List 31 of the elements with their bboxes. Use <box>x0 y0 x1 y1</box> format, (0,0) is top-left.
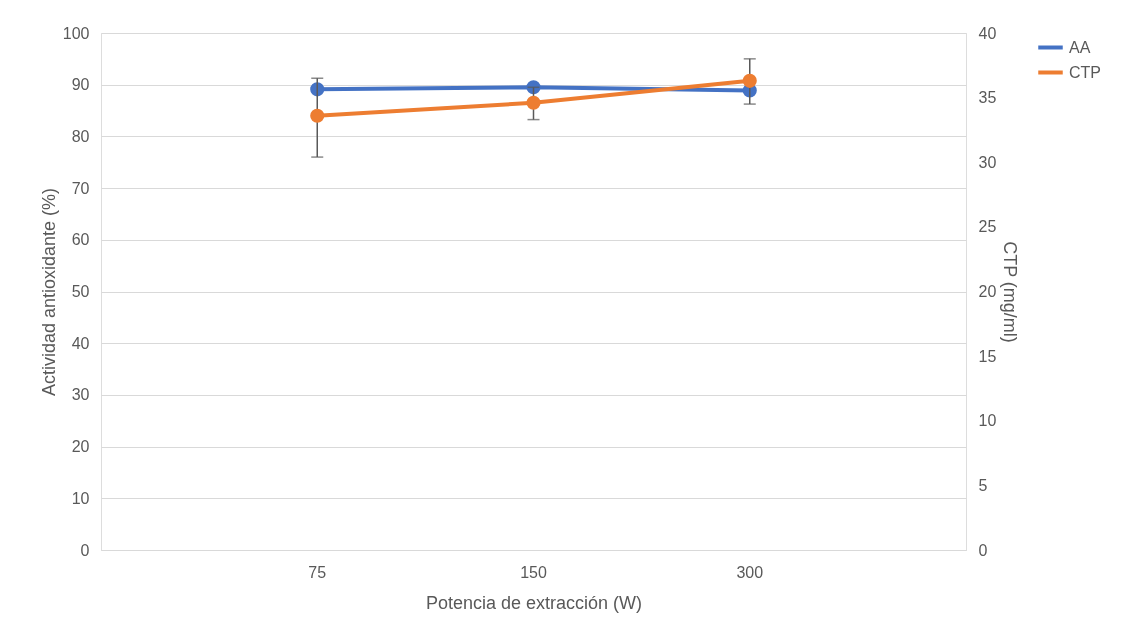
y-tick-label: 70 <box>71 179 90 197</box>
y-tick-label: 20 <box>71 438 90 456</box>
y2-tick-label: 35 <box>978 89 997 107</box>
y2-tick-label: 15 <box>978 347 997 365</box>
x-tick-label: 75 <box>308 563 327 581</box>
y-tick-label: 80 <box>71 127 90 145</box>
x-tick-label: 150 <box>520 563 547 581</box>
y2-tick-label: 10 <box>978 412 997 430</box>
legend-label: CTP <box>1069 63 1101 81</box>
y2-tick-label: 40 <box>978 24 997 42</box>
x-tick-label: 300 <box>736 563 764 581</box>
y2-tick-label: 30 <box>978 153 997 171</box>
y-tick-label: 50 <box>71 283 90 300</box>
legend-label: AA <box>1069 38 1091 56</box>
y2-tick-label: 20 <box>978 283 997 300</box>
y2-tick-label: 0 <box>978 541 988 559</box>
y-tick-label: 40 <box>71 334 90 352</box>
y2-axis-title: CTP (mg/ml) <box>1000 241 1021 343</box>
y-tick-label: 100 <box>62 24 90 42</box>
y-tick-label: 0 <box>80 541 90 559</box>
x-axis-title: Potencia de extracción (W) <box>425 592 643 613</box>
point <box>742 73 757 88</box>
y-tick-label: 10 <box>71 489 90 507</box>
y2-tick-label: 5 <box>978 476 988 494</box>
y2-tick-label: 25 <box>978 218 997 236</box>
y-tick-label: 90 <box>71 76 90 94</box>
y-tick-label: 60 <box>71 231 90 249</box>
point <box>526 95 541 110</box>
point <box>310 108 325 123</box>
y-axis-title: Actividad antioxidante (%) <box>38 187 59 397</box>
y-tick-label: 30 <box>71 386 90 404</box>
